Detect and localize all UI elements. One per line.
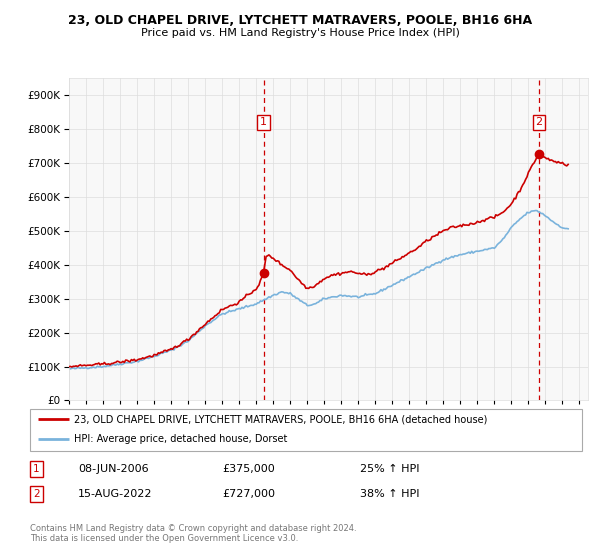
Text: 1: 1 (33, 464, 40, 474)
Text: 25% ↑ HPI: 25% ↑ HPI (360, 464, 419, 474)
Text: 15-AUG-2022: 15-AUG-2022 (78, 489, 152, 499)
Text: 23, OLD CHAPEL DRIVE, LYTCHETT MATRAVERS, POOLE, BH16 6HA: 23, OLD CHAPEL DRIVE, LYTCHETT MATRAVERS… (68, 14, 532, 27)
Text: £727,000: £727,000 (222, 489, 275, 499)
Text: 2: 2 (535, 118, 542, 128)
Text: 1: 1 (260, 118, 267, 128)
Text: Price paid vs. HM Land Registry's House Price Index (HPI): Price paid vs. HM Land Registry's House … (140, 28, 460, 38)
Text: £375,000: £375,000 (222, 464, 275, 474)
Text: 23, OLD CHAPEL DRIVE, LYTCHETT MATRAVERS, POOLE, BH16 6HA (detached house): 23, OLD CHAPEL DRIVE, LYTCHETT MATRAVERS… (74, 414, 488, 424)
Text: 08-JUN-2006: 08-JUN-2006 (78, 464, 149, 474)
Text: Contains HM Land Registry data © Crown copyright and database right 2024.
This d: Contains HM Land Registry data © Crown c… (30, 524, 356, 543)
Text: 38% ↑ HPI: 38% ↑ HPI (360, 489, 419, 499)
Text: 2: 2 (33, 489, 40, 499)
Text: HPI: Average price, detached house, Dorset: HPI: Average price, detached house, Dors… (74, 434, 287, 444)
